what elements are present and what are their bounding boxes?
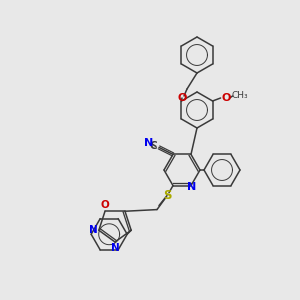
- Text: N: N: [144, 138, 154, 148]
- Text: CH₃: CH₃: [232, 92, 248, 100]
- Text: O: O: [177, 93, 187, 103]
- Text: O: O: [100, 200, 109, 210]
- Text: N: N: [89, 225, 98, 235]
- Text: N: N: [111, 243, 119, 253]
- Text: S: S: [163, 189, 171, 202]
- Text: N: N: [188, 182, 196, 192]
- Text: O: O: [222, 93, 231, 103]
- Text: C: C: [149, 141, 157, 152]
